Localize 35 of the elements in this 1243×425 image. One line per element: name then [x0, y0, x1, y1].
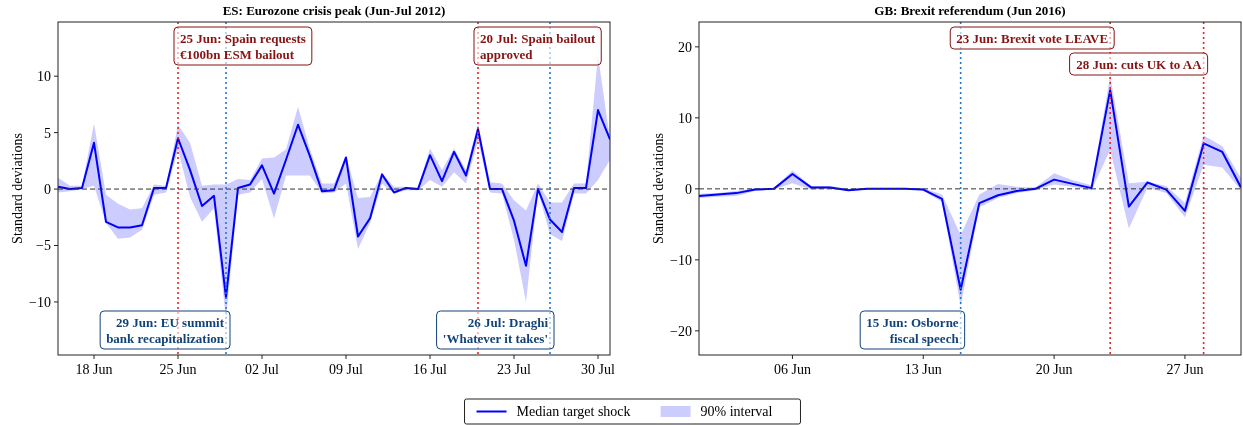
chart-title: ES: Eurozone crisis peak (Jun-Jul 2012)	[222, 3, 446, 18]
y-tick-label: 0	[685, 181, 692, 197]
x-tick-label: 20 Jun	[1035, 362, 1073, 377]
y-tick-label: −5	[36, 238, 51, 254]
x-tick-label: 30 Jul	[581, 362, 616, 377]
y-axis-title: Standard deviations	[10, 133, 25, 244]
y-tick-label: 10	[37, 69, 51, 85]
x-tick-label: 02 Jul	[245, 362, 280, 377]
legend-label: Median target shock	[516, 404, 631, 419]
x-tick-label: 13 Jun	[904, 362, 942, 377]
ref-line-label: 20 Jul: Spain bailout approved	[480, 31, 596, 62]
chart-title: GB: Brexit referendum (Jun 2016)	[874, 3, 1066, 18]
x-tick-label: 06 Jun	[773, 362, 811, 377]
y-tick-label: 0	[44, 181, 51, 197]
x-tick-label: 09 Jul	[329, 362, 364, 377]
y-tick-label: 20	[678, 39, 692, 55]
y-axis-title: Standard deviations	[651, 133, 666, 244]
ref-line-label: 29 Jun: EU summit bank recapitalization	[106, 315, 225, 346]
y-tick-label: 10	[678, 110, 692, 126]
text: 90% interval	[700, 404, 773, 419]
x-tick-label: 27 Jun	[1166, 362, 1204, 377]
ref-line-label: 25 Jun: Spain requests €100bn ESM bailout	[180, 31, 306, 62]
x-tick-label: 18 Jun	[75, 362, 113, 377]
x-tick-label: 23 Jul	[497, 362, 532, 377]
x-tick-label: 25 Jun	[159, 362, 197, 377]
y-tick-label: −20	[670, 323, 692, 339]
ref-line-label: 23 Jun: Brexit vote LEAVE	[956, 31, 1109, 46]
line-series	[58, 109, 610, 299]
y-tick-label: −10	[670, 252, 692, 268]
x-tick-label: 16 Jul	[413, 362, 448, 377]
ref-line-label: 15 Jun: Osborne fiscal speech	[866, 315, 960, 346]
ref-line-label: 26 Jul: Draghi 'Whatever it takes'	[442, 315, 549, 346]
y-tick-label: −10	[29, 294, 51, 310]
ref-line-label: 28 Jun: cuts UK to AA	[1076, 57, 1203, 72]
y-tick-label: 5	[44, 125, 51, 141]
